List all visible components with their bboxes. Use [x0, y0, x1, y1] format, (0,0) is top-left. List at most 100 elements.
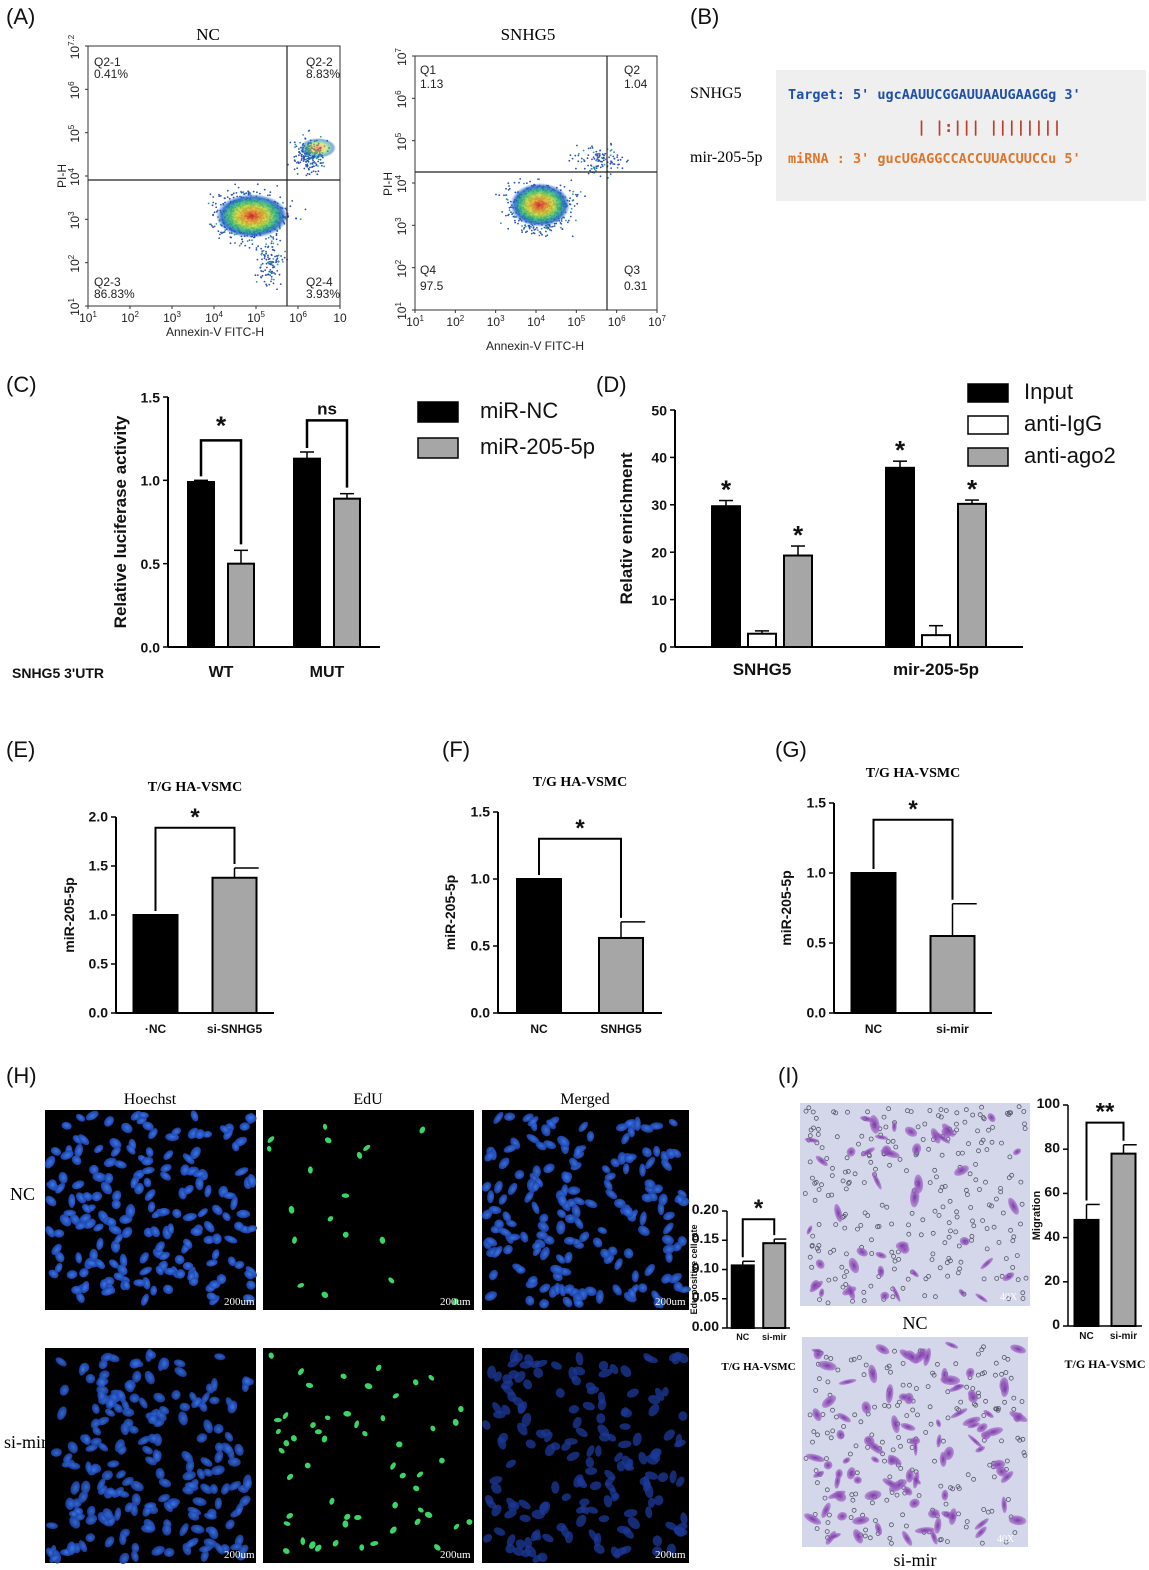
flow-snhg5-q-tr-name: Q2 — [624, 63, 640, 77]
migrated-cell — [930, 1128, 941, 1144]
migrated-cell — [967, 1422, 980, 1429]
membrane-pore — [1003, 1370, 1009, 1375]
nucleus — [532, 1165, 541, 1178]
membrane-pore — [944, 1260, 950, 1266]
nucleus — [556, 1209, 567, 1219]
nucleus — [78, 1363, 87, 1376]
flow-event-dot — [609, 173, 612, 176]
nucleus — [621, 1455, 632, 1469]
nucleus — [155, 1265, 164, 1276]
nucleus — [321, 1435, 328, 1443]
scale-bar-label-2: 200um — [440, 1296, 471, 1308]
nucleus — [75, 1221, 87, 1230]
nucleus — [586, 1131, 595, 1142]
membrane-pore — [809, 1264, 814, 1270]
flow-event-dot — [240, 191, 243, 194]
flow-event-dot — [232, 192, 235, 195]
flow-event-dot — [305, 174, 308, 177]
nucleus — [556, 1220, 566, 1235]
flow-event-dot — [282, 261, 284, 263]
nucleus — [68, 1193, 76, 1208]
membrane-pore — [971, 1476, 976, 1482]
nucleus — [121, 1399, 130, 1412]
migrated-cell — [974, 1518, 989, 1530]
flow-event-dot — [267, 194, 269, 197]
flow-event-dot — [303, 156, 306, 159]
nucleus — [82, 1203, 92, 1214]
nucleus — [514, 1169, 525, 1180]
flow-event-dot — [563, 186, 566, 188]
flow-event-dot — [226, 189, 229, 192]
membrane-pore — [824, 1529, 830, 1534]
nucleus — [45, 1195, 57, 1207]
flow-event-dot — [576, 193, 579, 196]
chart-title: T/G HA-VSMC — [533, 775, 628, 790]
nucleus — [76, 1292, 85, 1303]
flow-event-dot — [616, 156, 619, 159]
membrane-pore — [977, 1187, 982, 1192]
flow-event-dot — [272, 242, 275, 245]
flow-event-dot — [279, 239, 282, 242]
flow-event-dot — [529, 180, 531, 183]
bar — [730, 1264, 755, 1330]
membrane-pore — [819, 1145, 825, 1150]
nucleus — [44, 1155, 56, 1169]
migrated-cell — [948, 1508, 957, 1525]
migrated-cell — [892, 1286, 901, 1302]
membrane-pore — [851, 1507, 857, 1513]
edu-col-label-hoechst: Hoechst — [124, 1091, 177, 1108]
flow-event-dot — [259, 267, 262, 269]
membrane-pore — [861, 1289, 867, 1295]
membrane-pore — [865, 1213, 871, 1218]
y-tick-label: 0.0 — [141, 639, 161, 655]
nucleus — [97, 1442, 109, 1452]
nucleus — [119, 1552, 130, 1565]
y-tick-label: 50 — [651, 402, 667, 418]
nucleus — [210, 1378, 218, 1392]
nucleus — [642, 1147, 652, 1158]
flow-event-dot — [597, 160, 600, 163]
nucleus — [203, 1235, 215, 1245]
migrated-cell — [846, 1284, 856, 1300]
membrane-pore — [979, 1140, 984, 1146]
flow-event-dot — [565, 219, 567, 222]
flow-x-tick-label: 105 — [247, 310, 265, 325]
membrane-pore — [850, 1497, 856, 1503]
nucleus — [539, 1501, 549, 1513]
migrated-cell — [885, 1384, 894, 1404]
migrated-cell — [836, 1429, 845, 1440]
bar — [850, 872, 897, 1014]
membrane-pore — [984, 1226, 990, 1231]
flow-event-dot — [269, 194, 271, 197]
flow-event-dot — [621, 156, 624, 159]
membrane-pore — [1007, 1154, 1013, 1160]
y-tick-label: 0.05 — [692, 1289, 719, 1305]
nucleus — [225, 1519, 235, 1530]
flow-event-dot — [252, 190, 255, 193]
flow-event-dot — [593, 166, 595, 169]
flow-event-dot — [230, 194, 233, 196]
migrated-cell — [1014, 1412, 1023, 1423]
nucleus — [234, 1167, 249, 1176]
membrane-pore — [811, 1429, 817, 1435]
nucleus — [167, 1223, 175, 1235]
migrated-cell — [813, 1470, 825, 1478]
flow-y-tick-label: 101 — [394, 302, 409, 320]
nucleus — [678, 1411, 688, 1421]
flow-event-dot — [570, 179, 573, 182]
membrane-pore — [954, 1127, 959, 1133]
membrane-pore — [954, 1121, 959, 1127]
membrane-pore — [964, 1187, 969, 1193]
membrane-pore — [962, 1119, 968, 1125]
bar — [711, 505, 741, 648]
nucleus — [85, 1533, 96, 1542]
significance-bracket — [305, 419, 349, 488]
significance-star: * — [721, 475, 732, 505]
flow-event-dot — [267, 258, 270, 261]
flow-event-dot — [212, 201, 215, 204]
flow-event-dot — [299, 218, 302, 221]
nucleus — [151, 1545, 165, 1556]
significance-bracket — [199, 439, 243, 545]
membrane-pore — [945, 1539, 950, 1544]
membrane-pore — [926, 1274, 931, 1279]
